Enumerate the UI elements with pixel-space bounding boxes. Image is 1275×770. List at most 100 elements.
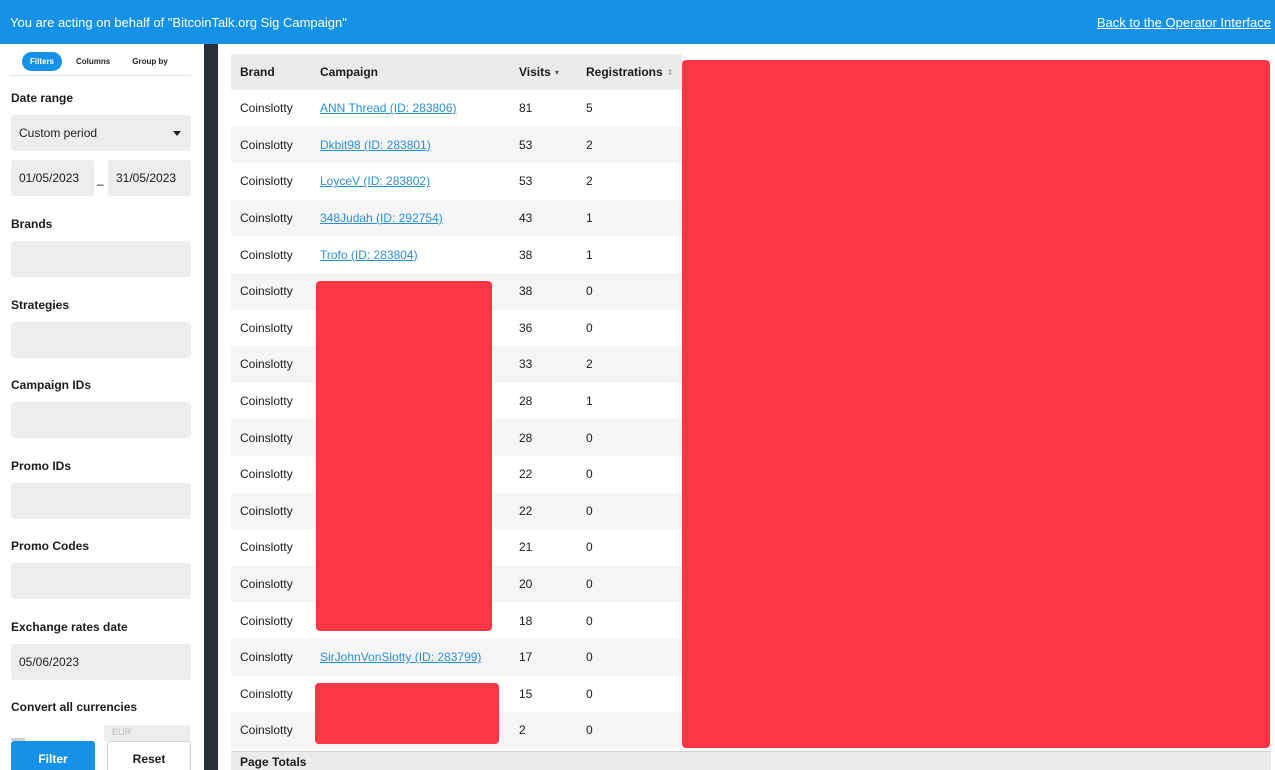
cell-campaign: Trofo (ID: 283804) [311, 236, 510, 273]
header-brand[interactable]: Brand [231, 54, 311, 90]
table-row: Coinslotty 22 0 [231, 456, 682, 493]
cell-brand: Coinslotty [240, 686, 293, 701]
brands-label: Brands [11, 217, 53, 231]
cell-visits: 28 [519, 394, 533, 409]
cell-registrations: 0 [586, 540, 593, 555]
tab-columns[interactable]: Columns [76, 57, 111, 66]
cell-visits: 53 [510, 126, 577, 164]
cell-brand: Coinslotty [231, 272, 311, 310]
cell-registrations: 2 [586, 174, 593, 189]
reset-button[interactable]: Reset [107, 741, 191, 770]
header-campaign[interactable]: Campaign [311, 54, 510, 90]
cell-brand: Coinslotty [231, 126, 311, 164]
cell-visits: 33 [510, 346, 577, 383]
campaign-link[interactable]: Dkbit98 (ID: 283801) [320, 137, 431, 152]
cell-campaign: ANN Thread (ID: 283806) [311, 90, 510, 127]
report-table: Brand Campaign Visits ▾ Registrations ⇕ Co… [231, 54, 683, 749]
date-range-value: Custom period [19, 126, 98, 140]
cell-visits: 21 [519, 540, 533, 555]
cell-brand: Coinslotty [231, 712, 311, 749]
header-campaign-label: Campaign [320, 65, 379, 79]
convert-currencies-label: Convert all currencies [11, 700, 138, 714]
convert-currencies-checkbox[interactable] [11, 738, 25, 741]
campaign-link[interactable]: Trofo (ID: 283804) [320, 247, 418, 262]
table-row: Coinslotty Dkbit98 (ID: 283801) 53 2 [231, 126, 683, 164]
tab-group-by[interactable]: Group by [132, 57, 168, 66]
tab-filters[interactable]: Filters [22, 52, 63, 71]
cell-visits: 43 [510, 199, 577, 237]
exchange-rates-input[interactable]: 05/06/2023 [11, 644, 191, 680]
promo-codes-label: Promo Codes [11, 539, 90, 553]
cell-brand: Coinslotty [240, 101, 293, 116]
strategies-input[interactable] [11, 322, 191, 358]
cell-registrations: 0 [586, 686, 593, 701]
brands-input[interactable] [11, 241, 191, 277]
cell-visits: 15 [519, 686, 533, 701]
cell-brand: Coinslotty [240, 394, 293, 409]
cell-brand: Coinslotty [240, 467, 293, 482]
cell-brand: Coinslotty [240, 540, 293, 555]
cell-registrations: 5 [586, 101, 593, 116]
page-totals-label: Page Totals [240, 755, 307, 769]
header-brand-label: Brand [240, 65, 275, 79]
date-from-input[interactable]: 01/05/2023 [11, 160, 94, 196]
date-range-select[interactable]: Custom period [11, 115, 191, 151]
promo-ids-input[interactable] [11, 483, 191, 519]
sort-neutral-icon[interactable]: ⇕ [666, 68, 674, 78]
promo-codes-input[interactable] [11, 563, 191, 599]
header-visits-label: Visits [519, 65, 551, 79]
cell-visits: 38 [510, 272, 577, 310]
campaign-link[interactable]: LoyceV (ID: 283802) [320, 174, 431, 189]
cell-visits: 17 [510, 638, 577, 676]
cell-campaign: Dkbit98 (ID: 283801) [311, 126, 510, 164]
campaign-link[interactable]: ANN Thread (ID: 283806) [320, 101, 457, 116]
cell-visits: 18 [519, 613, 533, 628]
campaign-link[interactable]: SirJohnVonSlotty (ID: 283799) [320, 650, 482, 665]
cell-registrations: 0 [586, 320, 593, 335]
cell-brand: Coinslotty [231, 492, 311, 530]
cell-registrations: 0 [586, 613, 593, 628]
filter-button[interactable]: Filter [11, 741, 95, 770]
cell-registrations: 1 [586, 247, 593, 262]
promo-ids-label: Promo IDs [11, 459, 72, 473]
header-registrations[interactable]: Registrations ⇕ [577, 54, 683, 90]
header-visits[interactable]: Visits ▾ [510, 54, 577, 90]
back-to-operator-link[interactable]: Back to the Operator Interface [1096, 14, 1271, 30]
cell-registrations: 0 [577, 565, 683, 603]
cell-visits: 22 [519, 467, 533, 482]
cell-visits: 28 [510, 419, 577, 456]
date-to-input[interactable]: 31/05/2023 [108, 160, 191, 196]
cell-registrations: 1 [577, 199, 683, 237]
table-row: Coinslotty LoyceV (ID: 283802) 53 2 [231, 163, 682, 200]
cell-campaign: LoyceV (ID: 283802) [311, 163, 510, 200]
cell-visits: 53 [519, 174, 533, 189]
strategies-label: Strategies [11, 298, 70, 312]
cell-visits: 38 [519, 247, 533, 262]
table-row: Coinslotty 21 0 [231, 529, 682, 566]
cell-registrations: 0 [577, 272, 683, 310]
cell-registrations: 2 [577, 126, 683, 164]
cell-brand: Coinslotty [231, 199, 311, 237]
cell-registrations: 1 [586, 394, 593, 409]
redacted-block-campaigns [316, 281, 492, 631]
acting-as-banner: You are acting on behalf of "BitcoinTalk… [0, 0, 1275, 44]
cell-brand: Coinslotty [240, 613, 293, 628]
cell-brand: Coinslotty [231, 638, 311, 676]
table-row: Coinslotty 15 0 [231, 676, 682, 713]
date-separator: – [97, 177, 104, 191]
cell-brand: Coinslotty [231, 419, 311, 456]
cell-brand: Coinslotty [240, 247, 293, 262]
campaign-link[interactable]: 348Judah (ID: 292754) [320, 211, 443, 226]
sort-desc-icon[interactable]: ▾ [554, 68, 559, 78]
campaign-ids-input[interactable] [11, 402, 191, 438]
sidebar-tabs: Filters Columns Group by [10, 50, 191, 76]
cell-brand: Coinslotty [240, 320, 293, 335]
table-row: Coinslotty 18 0 [231, 602, 682, 639]
currency-select[interactable]: EUR [104, 725, 190, 741]
sidebar-divider[interactable] [204, 44, 218, 770]
chevron-down-icon [173, 130, 181, 136]
cell-registrations: 0 [577, 712, 683, 749]
page-totals-row: Page Totals [231, 751, 1271, 770]
table-row: Coinslotty Trofo (ID: 283804) 38 1 [231, 236, 682, 273]
cell-visits: 22 [510, 492, 577, 530]
